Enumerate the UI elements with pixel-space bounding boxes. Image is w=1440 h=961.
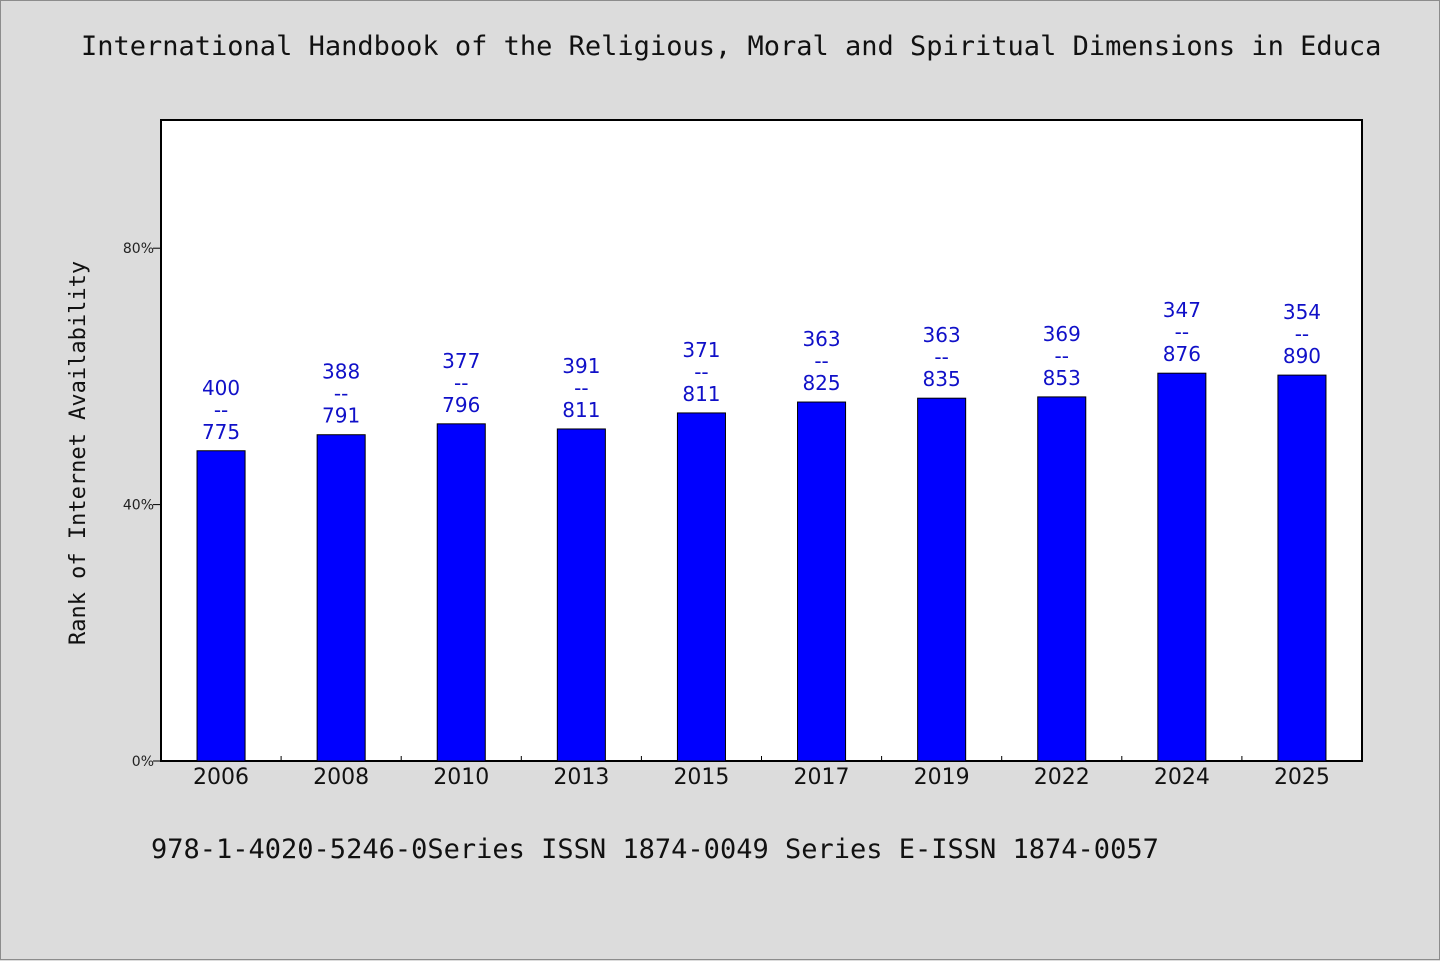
data-label: 388 --791 bbox=[322, 360, 360, 428]
data-label: 363 --825 bbox=[802, 327, 840, 395]
bar bbox=[556, 428, 606, 762]
data-label-line: 876 bbox=[1163, 342, 1201, 366]
bar bbox=[1157, 372, 1207, 762]
bar bbox=[1277, 374, 1327, 762]
x-tick-label: 2013 bbox=[553, 765, 609, 790]
x-tick-label: 2024 bbox=[1154, 765, 1210, 790]
x-tick-label: 2006 bbox=[193, 765, 249, 790]
bar bbox=[917, 397, 967, 762]
data-label: 400 --775 bbox=[202, 376, 240, 444]
data-label-line: 853 bbox=[1043, 366, 1081, 390]
x-tick-label: 2019 bbox=[914, 765, 970, 790]
data-label-line: 890 bbox=[1283, 344, 1321, 368]
x-tick-label: 2008 bbox=[313, 765, 369, 790]
y-tick-label: 0% bbox=[132, 754, 154, 770]
y-tick-label: 40% bbox=[123, 498, 154, 514]
data-label-line: 363 bbox=[923, 323, 961, 347]
data-label: 391 --811 bbox=[562, 354, 600, 422]
footer-text: 978-1-4020-5246-0Series ISSN 1874-0049 S… bbox=[151, 834, 1159, 865]
bar bbox=[797, 401, 847, 762]
data-label-line: -- bbox=[934, 345, 948, 369]
data-label: 369 --853 bbox=[1043, 322, 1081, 390]
x-tick-label: 2022 bbox=[1034, 765, 1090, 790]
data-label-line: -- bbox=[814, 349, 828, 373]
data-label-line: 369 bbox=[1043, 322, 1081, 346]
data-label-line: 377 bbox=[442, 349, 480, 373]
data-label-line: 347 bbox=[1163, 298, 1201, 322]
data-label: 363 --835 bbox=[923, 323, 961, 391]
data-label-line: -- bbox=[1055, 344, 1069, 368]
bars bbox=[196, 372, 1327, 762]
x-axis: 2006 2008 2010 2013 2015 2017 2019 2022 2024 2025 bbox=[193, 756, 1330, 790]
x-tick-label: 2017 bbox=[794, 765, 850, 790]
data-label: 347 --876 bbox=[1163, 298, 1201, 366]
bar bbox=[316, 434, 366, 762]
data-label-line: -- bbox=[574, 376, 588, 400]
data-label-line: -- bbox=[1175, 320, 1189, 344]
chart-title: International Handbook of the Religious,… bbox=[81, 31, 1381, 62]
bar bbox=[196, 450, 246, 762]
y-axis-title: Rank of Internet Availability bbox=[66, 261, 91, 645]
data-label-line: 791 bbox=[322, 404, 360, 428]
data-label-line: 775 bbox=[202, 420, 240, 444]
data-label-line: -- bbox=[334, 382, 348, 406]
data-label-line: 811 bbox=[562, 398, 600, 422]
data-label-line: 371 bbox=[682, 338, 720, 362]
data-label-line: 363 bbox=[802, 327, 840, 351]
bar bbox=[676, 412, 726, 762]
data-label-line: 825 bbox=[802, 371, 840, 395]
data-label-line: 388 bbox=[322, 360, 360, 384]
data-label-line: -- bbox=[454, 371, 468, 395]
data-label-line: 391 bbox=[562, 354, 600, 378]
data-label-line: -- bbox=[1295, 322, 1309, 346]
data-label-line: 400 bbox=[202, 376, 240, 400]
data-label-line: 811 bbox=[682, 382, 720, 406]
data-label-line: 796 bbox=[442, 393, 480, 417]
bar bbox=[436, 423, 486, 762]
x-tick-label: 2025 bbox=[1274, 765, 1330, 790]
y-axis: 0% 40% 80% bbox=[123, 241, 161, 770]
data-label: 354 --890 bbox=[1283, 300, 1321, 368]
data-label-line: -- bbox=[214, 398, 228, 422]
x-tick-label: 2010 bbox=[433, 765, 489, 790]
data-label-line: 354 bbox=[1283, 300, 1321, 324]
data-label: 371 --811 bbox=[682, 338, 720, 406]
x-tick-label: 2015 bbox=[673, 765, 729, 790]
bar bbox=[1037, 396, 1087, 762]
y-tick-label: 80% bbox=[123, 241, 154, 257]
data-label-line: 835 bbox=[923, 367, 961, 391]
data-label: 377 --796 bbox=[442, 349, 480, 417]
data-label-line: -- bbox=[694, 360, 708, 384]
